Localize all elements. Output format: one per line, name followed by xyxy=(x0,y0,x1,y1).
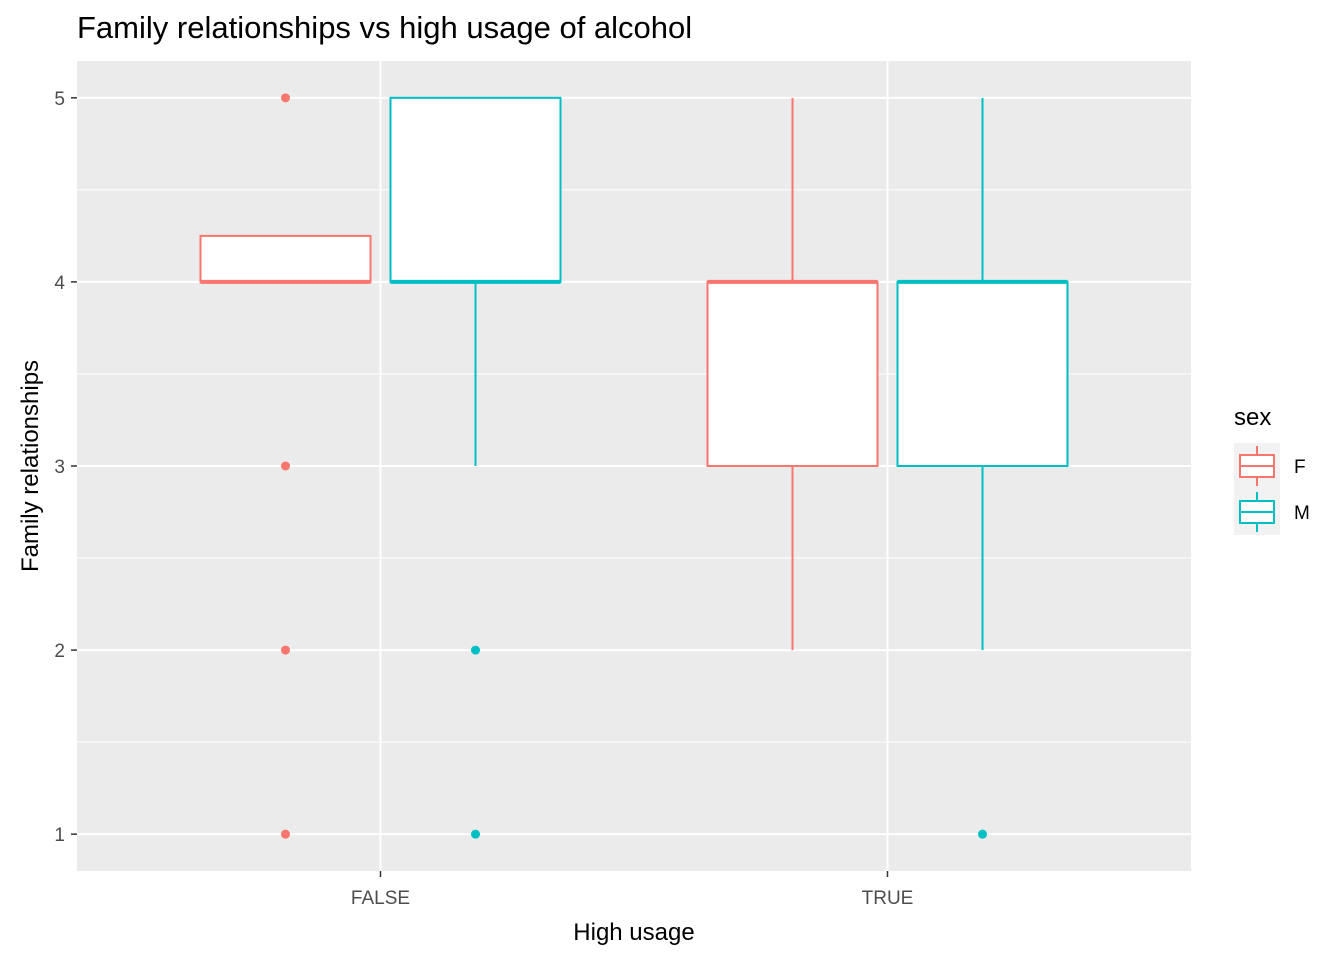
box-body xyxy=(389,96,562,283)
box-plot-marks xyxy=(199,93,1069,839)
box-body xyxy=(896,280,1069,467)
legend: sex FM xyxy=(1234,404,1310,535)
box-F-FALSE xyxy=(199,93,372,839)
y-tick-label: 4 xyxy=(54,273,65,294)
outlier-point xyxy=(281,461,290,471)
legend-key-F: F xyxy=(1234,443,1306,489)
outlier-point xyxy=(281,93,290,103)
outlier-point xyxy=(471,829,480,839)
box-M-TRUE xyxy=(896,97,1069,839)
y-axis: 1 2 3 4 5 xyxy=(54,89,77,846)
x-tick-label: TRUE xyxy=(862,888,914,909)
box-F-TRUE xyxy=(706,97,879,651)
legend-label: M xyxy=(1294,503,1310,524)
x-axis-title: High usage xyxy=(573,919,694,946)
outlier-point xyxy=(281,829,290,839)
y-tick-label: 5 xyxy=(54,89,65,110)
legend-key-M: M xyxy=(1234,489,1310,535)
legend-title: sex xyxy=(1234,404,1271,431)
outlier-point xyxy=(471,645,480,655)
box-body xyxy=(199,234,372,283)
legend-keys: FM xyxy=(1234,443,1310,535)
box-body xyxy=(706,280,879,467)
box-M-FALSE xyxy=(389,96,562,839)
y-tick-label: 2 xyxy=(54,641,65,662)
y-axis-title: Family relationships xyxy=(17,360,44,572)
y-tick-label: 1 xyxy=(54,825,65,846)
y-tick-label: 3 xyxy=(54,457,65,478)
x-axis: FALSE TRUE xyxy=(351,871,913,909)
outlier-point xyxy=(978,829,987,839)
outlier-point xyxy=(281,645,290,655)
legend-label: F xyxy=(1294,457,1306,478)
chart-title: Family relationships vs high usage of al… xyxy=(77,10,693,45)
x-tick-label: FALSE xyxy=(351,888,410,909)
